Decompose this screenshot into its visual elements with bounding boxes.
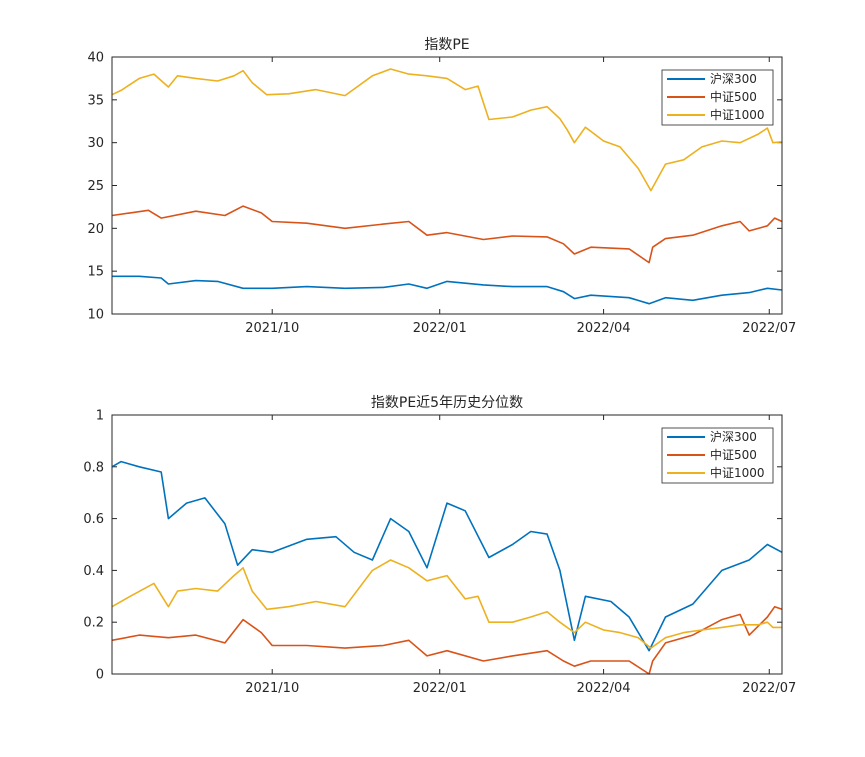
y-tick-label: 35 [87, 93, 104, 108]
y-tick-label: 1 [96, 409, 104, 424]
legend-label: 中证500 [710, 447, 757, 462]
series-line-2 [111, 559, 782, 649]
series-line-2 [111, 68, 783, 192]
series-line-1 [111, 605, 783, 675]
y-tick-label: 40 [87, 51, 104, 66]
pe-percentile-chart: 指数PE近5年历史分位数 2021/10 2022/01 2022/04 2022/0… [83, 395, 796, 696]
x-tick-label: 2022/04 [577, 681, 631, 696]
chart-title: 指数PE [424, 37, 469, 53]
series-lines [111, 68, 783, 305]
y-tick-label: 20 [87, 222, 104, 237]
y-tick-label: 0.8 [83, 460, 104, 475]
legend: 沪深300 中证500 中证1000 [661, 69, 774, 126]
legend: 沪深300 中证500 中证1000 [661, 427, 774, 484]
series-line-1 [111, 205, 783, 264]
y-tick-label: 10 [87, 308, 104, 323]
y-tick-label: 0 [96, 668, 104, 683]
x-tick-label: 2022/07 [742, 321, 796, 336]
y-tick-label: 0.4 [83, 564, 104, 579]
legend-label: 中证500 [710, 89, 757, 104]
legend-label: 中证1000 [710, 107, 765, 122]
x-tick-label: 2022/01 [413, 681, 467, 696]
legend-label: 中证1000 [710, 465, 765, 480]
series-lines [111, 460, 783, 675]
axis-ticks: 2021/10 2022/01 2022/04 2022/07 0 0.2 0.4 0.6 0.… [83, 409, 796, 697]
y-tick-label: 15 [87, 265, 104, 280]
x-tick-label: 2021/10 [245, 321, 299, 336]
legend-label: 沪深300 [710, 72, 757, 86]
chart-title: 指数PE近5年历史分位数 [371, 395, 523, 411]
y-tick-label: 30 [87, 136, 104, 151]
series-line-0 [112, 275, 783, 305]
pe-chart: 指数PE 2021/10 2022/01 2022/04 2022/071015202… [87, 37, 796, 336]
axes-box [111, 414, 783, 675]
x-tick-label: 2022/07 [742, 681, 796, 696]
y-tick-label: 0.6 [83, 512, 104, 527]
axes-box [111, 56, 783, 315]
y-tick-label: 25 [87, 179, 104, 194]
x-tick-label: 2021/10 [245, 681, 299, 696]
legend-label: 沪深300 [710, 430, 757, 444]
series-line-0 [111, 460, 783, 652]
axis-ticks: 2021/10 2022/01 2022/04 2022/07 10 15 20 25 30 35… [87, 51, 796, 337]
y-tick-label: 0.2 [83, 616, 104, 631]
x-tick-label: 2022/01 [413, 321, 467, 336]
x-tick-label: 2022/04 [577, 321, 631, 336]
